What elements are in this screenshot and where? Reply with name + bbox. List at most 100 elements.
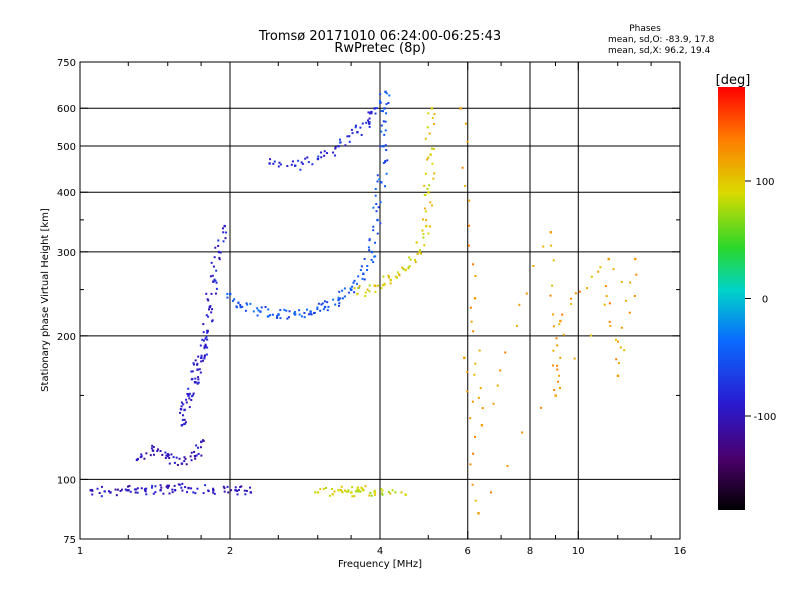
scatter-mark: [425, 219, 428, 222]
scatter-mark: [341, 289, 344, 292]
scatter-mark: [367, 246, 370, 249]
scatter-mark: [361, 487, 364, 490]
scatter-mark: [394, 491, 397, 494]
colorbar-tick-label: 100: [755, 177, 774, 188]
scatter-mark: [312, 312, 315, 315]
data-point: [309, 310, 312, 313]
scatter-mark: [369, 111, 372, 114]
scatter-mark: [552, 259, 555, 262]
data-point: [616, 374, 620, 378]
scatter-mark: [421, 229, 424, 232]
scatter-mark: [414, 261, 417, 264]
scatter-mark: [197, 381, 200, 384]
y-tick-label: 100: [57, 475, 76, 486]
scatter-mark: [226, 292, 229, 295]
scatter-mark: [291, 160, 294, 163]
scatter-mark: [364, 485, 367, 488]
scatter-mark: [249, 302, 252, 305]
scatter-mark: [343, 295, 346, 298]
scatter-mark: [197, 378, 200, 381]
data-point: [362, 489, 365, 492]
data-point: [373, 491, 376, 494]
scatter-mark: [187, 393, 190, 396]
scatter-mark: [612, 268, 615, 271]
scatter-mark: [432, 147, 435, 150]
scatter-mark: [635, 273, 638, 276]
scatter-mark: [351, 486, 354, 489]
scatter-mark: [542, 245, 545, 248]
scatter-mark: [173, 484, 176, 487]
scatter-mark: [100, 485, 103, 488]
scatter-mark: [114, 488, 117, 491]
scatter-mark: [331, 487, 334, 490]
data-point: [337, 144, 340, 148]
colorbar-ticks: 100 0 -100: [745, 177, 776, 423]
scatter-mark: [218, 256, 221, 259]
scatter-mark: [223, 490, 226, 493]
scatter-mark: [431, 116, 434, 119]
series-f2-o-mode-upper-branch: [268, 107, 378, 171]
x-tick-label: 4: [377, 546, 383, 557]
scatter-mark: [324, 487, 327, 490]
scatter-mark: [128, 484, 131, 487]
scatter-mark: [433, 113, 436, 116]
scatter-mark: [552, 349, 555, 352]
scatter-mark: [578, 290, 581, 293]
scatter-mark: [389, 492, 392, 495]
scatter-mark: [408, 265, 411, 268]
scatter-mark: [429, 201, 432, 204]
data-point: [166, 453, 170, 456]
scatter-mark: [125, 489, 128, 492]
scatter-mark: [366, 288, 369, 291]
scatter-mark: [466, 140, 469, 143]
data-point: [404, 493, 407, 496]
scatter-mark: [368, 284, 371, 287]
scatter-mark: [326, 301, 329, 304]
scatter-mark: [334, 154, 337, 157]
scatter-mark: [469, 417, 472, 420]
scatter-mark: [207, 299, 210, 302]
scatter-mark: [224, 237, 227, 240]
scatter-mark: [297, 159, 300, 162]
scatter-mark: [211, 274, 214, 277]
scatter-mark: [166, 484, 169, 487]
scatter-mark: [152, 453, 155, 456]
scatter-mark: [428, 184, 431, 187]
scatter-mark: [241, 305, 244, 308]
scatter-mark: [197, 355, 200, 358]
scatter-mark: [464, 122, 467, 125]
scatter-mark: [136, 457, 139, 460]
scatter-mark: [380, 287, 383, 290]
scatter-mark: [319, 488, 322, 491]
scatter-mark: [215, 269, 218, 272]
scatter-mark: [361, 122, 364, 125]
scatter-mark: [474, 362, 477, 365]
scatter-mark: [368, 249, 371, 252]
scatter-mark: [171, 488, 174, 491]
scatter-mark: [226, 296, 229, 299]
scatter-mark: [603, 303, 606, 306]
scatter-mark: [181, 482, 184, 485]
scatter-mark: [348, 140, 351, 143]
scatter-mark: [338, 302, 341, 305]
scatter-mark: [135, 488, 138, 491]
scatter-mark: [107, 490, 110, 493]
scatter-mark: [279, 317, 282, 320]
scatter-mark: [219, 251, 222, 254]
scatter-mark: [380, 109, 383, 112]
scatter-mark: [402, 268, 405, 271]
data-point: [430, 107, 434, 110]
scatter-mark: [604, 285, 607, 288]
scatter-mark: [221, 227, 224, 230]
scatter-mark: [150, 486, 153, 489]
scatter-mark: [374, 285, 377, 288]
scatter-mark: [323, 300, 326, 303]
scatter-mark: [589, 334, 592, 337]
scatter-mark: [196, 382, 199, 385]
scatter-mark: [605, 295, 608, 298]
scatter-mark: [168, 462, 171, 465]
scatter-mark: [381, 110, 384, 113]
scatter-mark: [387, 491, 390, 494]
data-point: [203, 345, 207, 348]
scatter-mark: [210, 261, 213, 264]
